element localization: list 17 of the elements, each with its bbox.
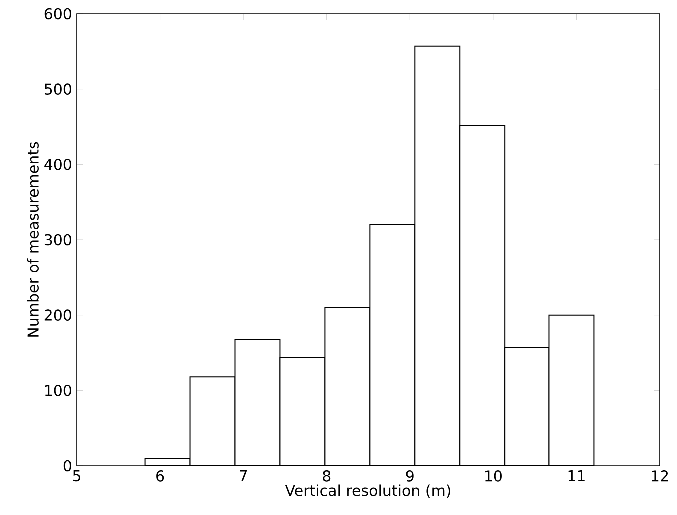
y-tick-label: 200 <box>44 310 72 322</box>
x-tick-label: 9 <box>406 470 414 482</box>
x-tick-label: 10 <box>486 470 502 482</box>
x-axis-title: Vertical resolution (m) <box>285 484 450 498</box>
y-tick-label: 400 <box>44 158 72 170</box>
x-tick-label: 8 <box>323 470 331 482</box>
y-axis-title: Number of measurements <box>27 142 39 337</box>
x-tick-label: 12 <box>652 470 668 482</box>
x-tick-label: 7 <box>240 470 248 482</box>
y-tick-label: 0 <box>64 460 72 472</box>
y-tick-label: 100 <box>45 384 72 396</box>
x-tick-label: 6 <box>156 470 164 482</box>
x-tick-label: 5 <box>73 470 80 482</box>
y-tick-label: 600 <box>44 8 72 20</box>
y-tick-label: 300 <box>44 234 72 246</box>
y-tick-label: 500 <box>44 84 72 96</box>
x-tick-label: 11 <box>568 470 585 482</box>
